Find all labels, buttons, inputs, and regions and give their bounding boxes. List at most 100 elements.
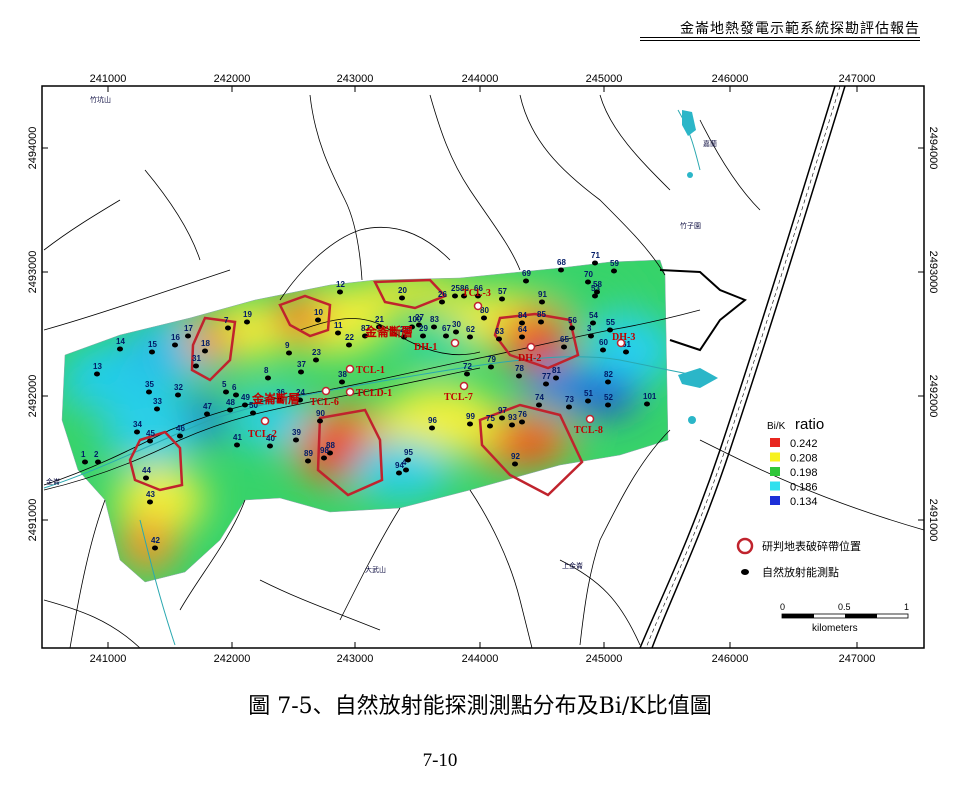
station-point [403,467,409,473]
x-ticks-top: 241000 242000 243000 244000 245000 246000 2470… [90,73,875,92]
station-label: 62 [466,325,475,334]
station-legend-label: 自然放射能測點 [762,565,839,579]
legend-classes: 0.242 0.208 0.198 0.186 0.134 [770,438,818,508]
x-tick-label: 242000 [214,73,251,85]
legend-swatch [770,452,780,462]
station-point [481,315,487,321]
x-tick-label: 246000 [712,653,749,665]
station-point [117,346,123,352]
station-label: 85 [537,310,546,319]
place-name: 上金崙 [562,561,583,570]
station-point [242,402,248,408]
station-label: 95 [404,448,413,457]
station-point [605,402,611,408]
y-tick-label: 2492000 [927,375,939,418]
station-point [499,296,505,302]
station-label: 84 [518,311,527,320]
header-rule [640,37,920,38]
station-point [499,415,505,421]
station-label: 21 [375,315,384,324]
station-label: 27 [415,313,424,322]
station-label: 60 [599,338,608,347]
station-point [185,333,191,339]
station-point [600,347,606,353]
station-point [519,419,525,425]
place-name: 大武山 [365,565,386,574]
station-label: 8 [264,366,269,375]
station-point [134,429,140,435]
station-point [461,293,467,299]
station-point [543,381,549,387]
station-label: 4 [402,458,407,467]
station-label: 39 [292,428,301,437]
station-label: 30 [452,320,461,329]
station-point [536,402,542,408]
station-point [509,422,515,428]
station-label: 51 [584,389,593,398]
station-point [95,459,101,465]
station-point [146,389,152,395]
drill-site-marker [459,381,469,391]
station-label: 59 [610,259,619,268]
drill-site-label: TCLD-1 [356,388,392,399]
station-point [147,438,153,444]
station-point [431,324,437,330]
station-label: 68 [557,258,566,267]
x-tick-label: 243000 [337,653,374,665]
station-label: 50 [249,401,258,410]
station-label: 44 [142,466,151,475]
station-label: 101 [643,392,657,401]
station-label: 20 [398,286,407,295]
x-tick-label: 242000 [214,653,251,665]
station-label: 92 [511,452,520,461]
legend-class-value: 0.198 [790,467,818,479]
station-label: 78 [515,364,524,373]
y-tick-label: 2494000 [927,127,939,170]
station-label: 53 [591,284,600,293]
station-point [152,545,158,551]
drill-site-label: TCL-8 [574,425,603,436]
drill-site-marker [450,338,460,348]
station-label: 72 [463,362,472,371]
place-name: 嘉蘭 [703,139,717,148]
station-point [590,320,596,326]
x-tick-label: 245000 [586,73,623,85]
station-label: 58 [593,280,602,289]
report-header: 金崙地熱發電示範系統探勘評估報告 [680,21,920,37]
station-label: 83 [430,315,439,324]
drill-site-marker [473,301,483,311]
station-label: 13 [93,362,102,371]
station-point [585,279,591,285]
station-point [177,433,183,439]
scale-unit: kilometers [812,623,858,634]
place-name: 金崙 [46,477,60,486]
station-point [592,293,598,299]
station-point [94,371,100,377]
station-label: 3 [587,324,592,333]
place-name: 竹坑山 [90,95,111,104]
station-point [267,443,273,449]
station-label: 15 [148,340,157,349]
station-label: 38 [338,370,347,379]
station-point [519,334,525,340]
drill-site-marker [260,416,270,426]
station-point [401,334,407,340]
station-point [420,333,426,339]
station-point [154,406,160,412]
zone-legend-icon [736,537,754,555]
station-label: 90 [316,409,325,418]
station-point [539,299,545,305]
station-label: 11 [334,321,343,330]
drill-sites: TCL-1 TCLD-1 TCL-3 TCL-6 TCL-7 TCL-2 TCL-8 DH-1… [248,288,635,440]
station-label: 24 [296,388,305,397]
station-point [516,373,522,379]
station-point [204,411,210,417]
station-point [172,342,178,348]
station-point [467,334,473,340]
station-label: 23 [312,348,321,357]
station-label: 91 [538,290,547,299]
railway [639,85,846,649]
station-label: 93 [508,413,517,422]
station-label: 33 [153,397,162,406]
station-point [376,324,382,330]
